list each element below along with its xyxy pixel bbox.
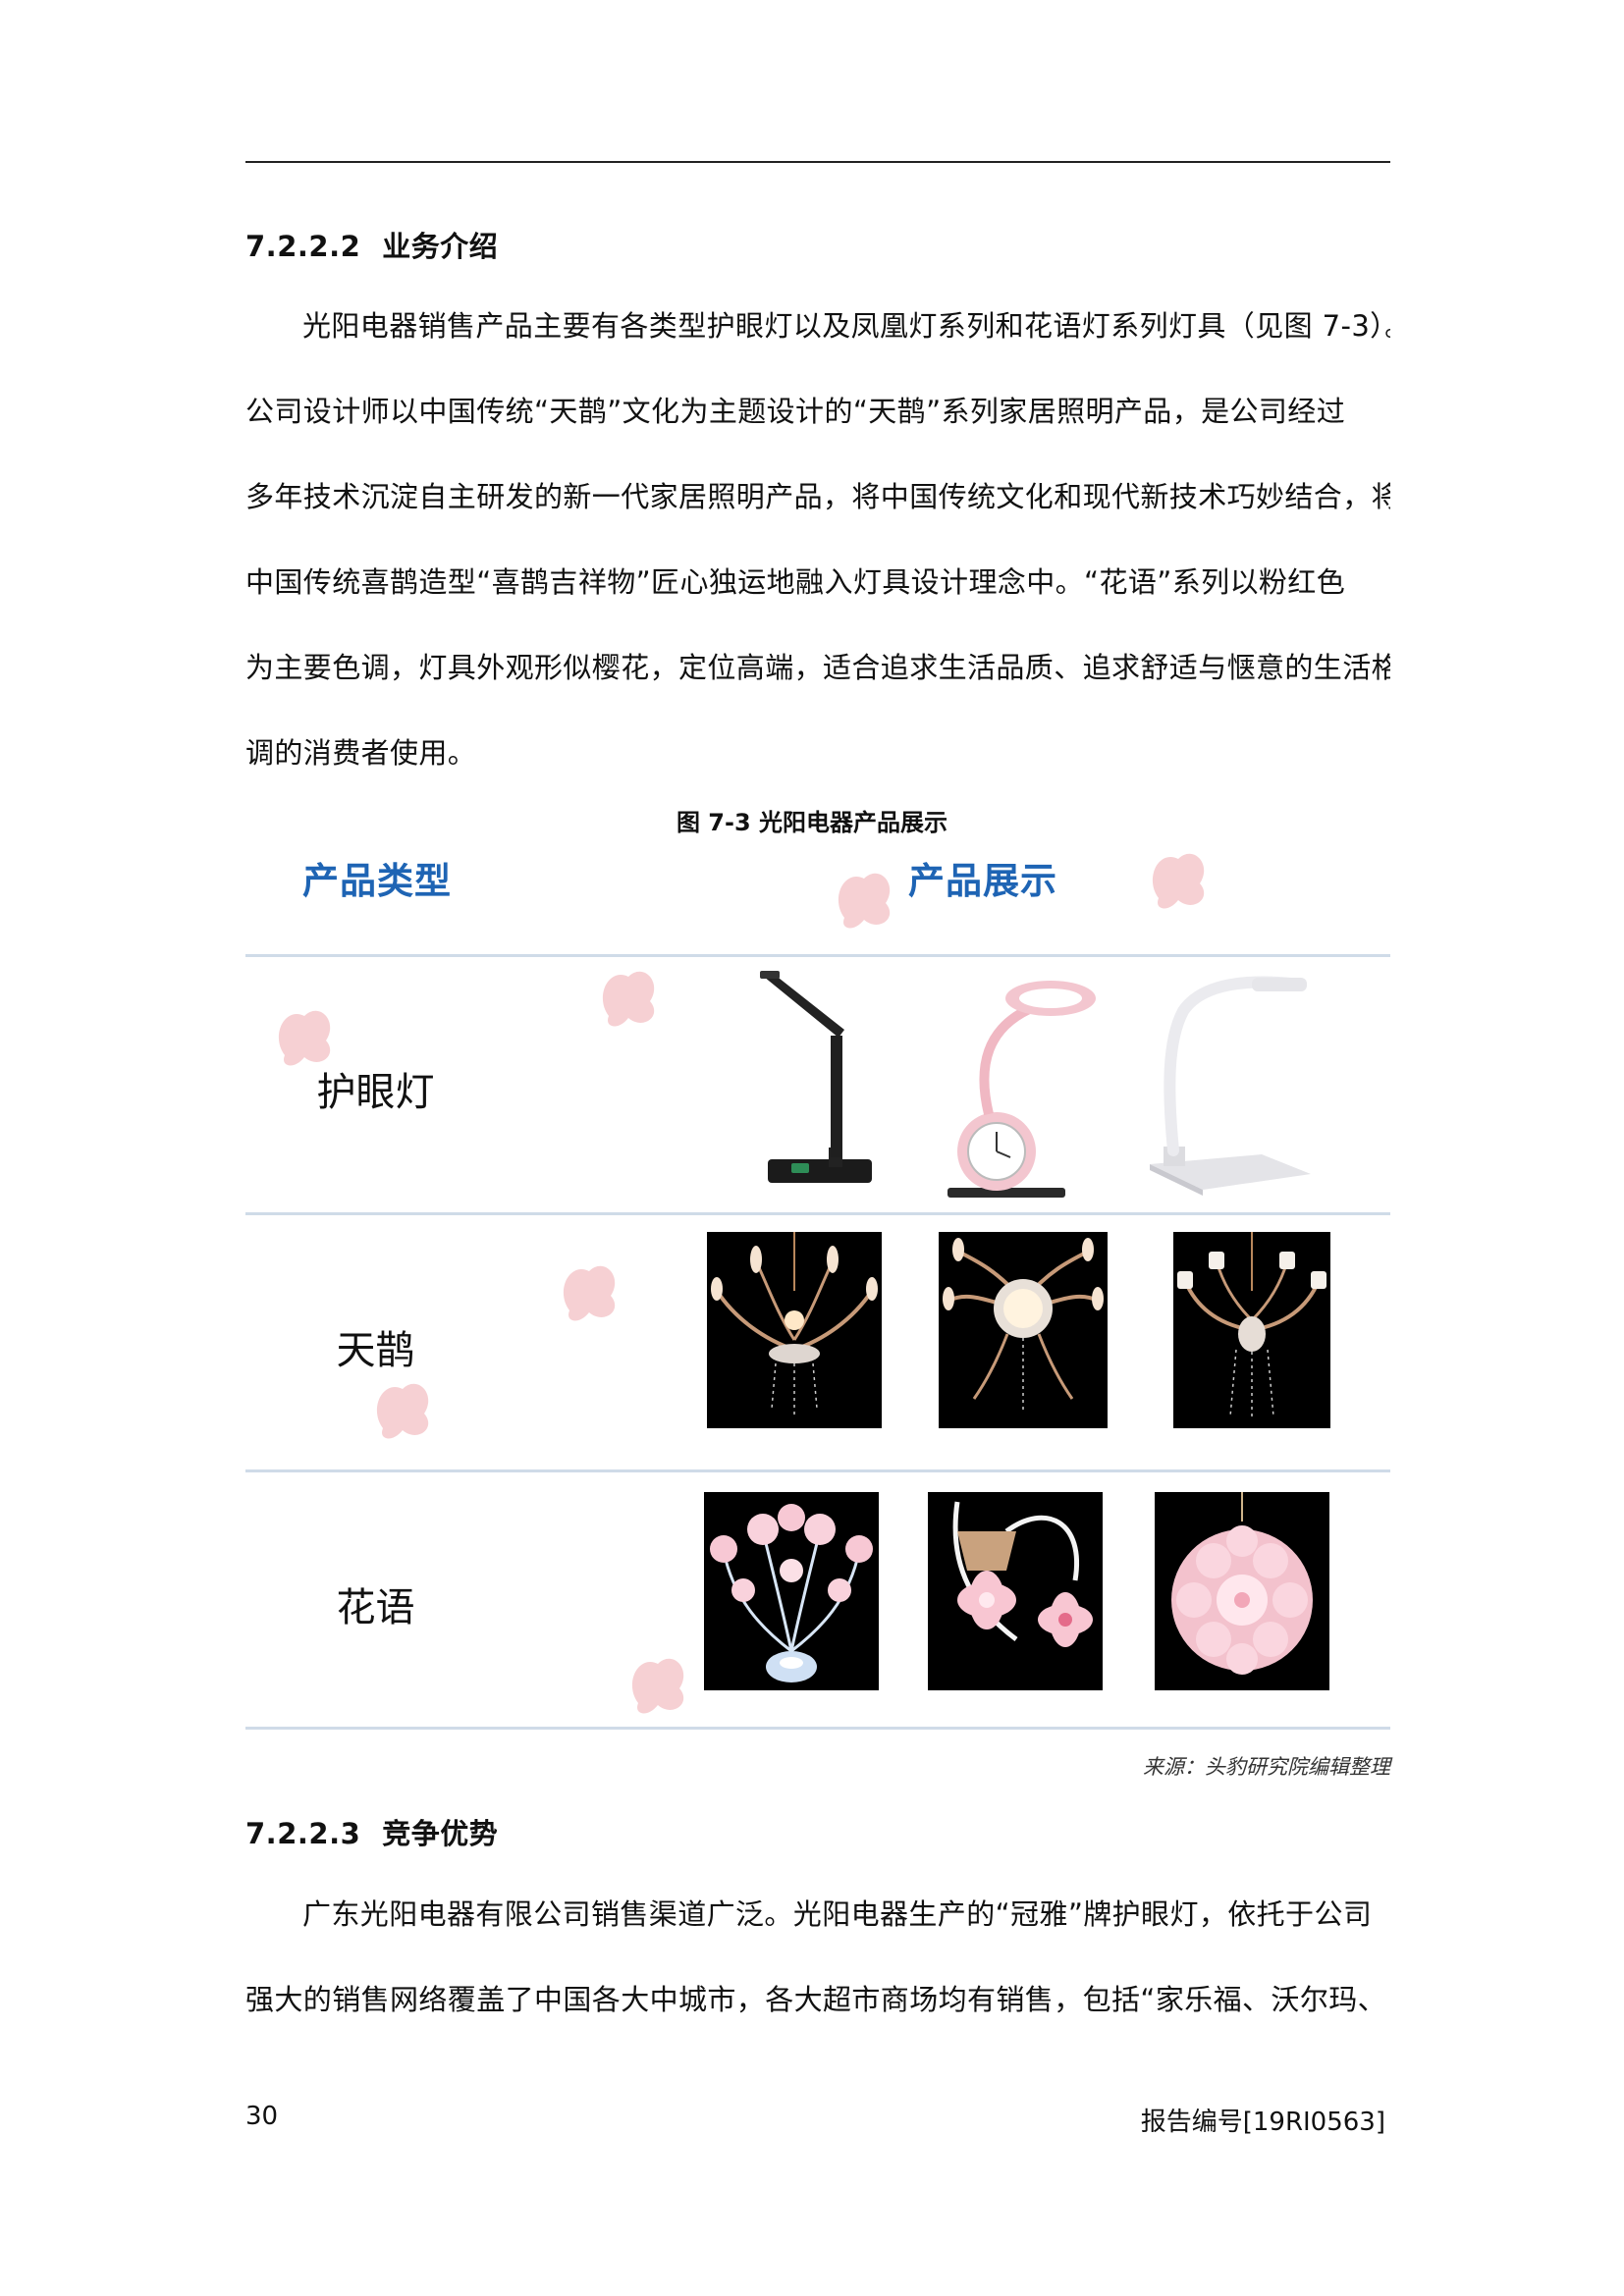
section-heading-advantage: 7.2.2.3 竞争优势 [245, 1811, 498, 1852]
chandelier-icon [939, 1232, 1108, 1428]
section-number: 7.2.2.2 [245, 230, 361, 263]
flower-wall-lamp-icon [928, 1492, 1103, 1690]
flower-lamp-icon [704, 1492, 879, 1690]
black-desk-lamp-icon [756, 967, 884, 1202]
paragraph-line: 公司设计师以中国传统“天鹊”文化为主题设计的“天鹊”系列家居照明产品，是公司经过 [245, 395, 1346, 428]
watermark-icon [550, 1252, 628, 1330]
flower-ball-lamp-icon [1155, 1492, 1329, 1690]
row-divider [245, 1212, 1390, 1215]
advantage-paragraph: 广东光阳电器有限公司销售渠道广泛。光阳电器生产的“冠雅”牌护眼灯，依托于公司 强… [245, 1872, 1390, 2043]
paragraph-line: 广东光阳电器有限公司销售渠道广泛。光阳电器生产的“冠雅”牌护眼灯，依托于公司 [302, 1897, 1373, 1931]
chandelier-icon [1173, 1232, 1330, 1428]
watermark-icon [1139, 839, 1218, 918]
page-number: 30 [245, 2102, 279, 2131]
row-divider [245, 954, 1390, 957]
paragraph-line: 光阳电器销售产品主要有各类型护眼灯以及凤凰灯系列和花语灯系列灯具（见图 7-3）… [302, 309, 1390, 343]
figure-source: 来源：头豹研究院编辑整理 [1143, 1755, 1390, 1779]
paragraph-line: 中国传统喜鹊造型“喜鹊吉祥物”匠心独运地融入灯具设计理念中。“花语”系列以粉红色 [245, 565, 1346, 599]
paragraph-line: 调的消费者使用。 [245, 736, 477, 770]
figure-caption: 图 7-3 光阳电器产品展示 [676, 809, 948, 836]
product-figure: 产品类型 产品展示 护眼灯 天鹊 花语 [245, 839, 1390, 1733]
row-label-tianque: 天鹊 [336, 1328, 415, 1373]
row-divider [245, 1469, 1390, 1472]
section-heading-business: 7.2.2.2 业务介绍 [245, 224, 498, 265]
watermark-icon [825, 859, 903, 937]
section-number: 7.2.2.3 [245, 1817, 361, 1850]
column-header-type: 产品类型 [302, 860, 452, 902]
pink-clock-lamp-icon [928, 967, 1100, 1202]
section-title: 业务介绍 [382, 230, 499, 263]
section-title: 竞争优势 [382, 1817, 499, 1850]
header-rule [245, 161, 1390, 163]
paragraph-line: 为主要色调，灯具外观形似樱花，定位高端，适合追求生活品质、追求舒适与惬意的生活格 [245, 651, 1390, 684]
watermark-icon [589, 957, 668, 1036]
report-id: 报告编号[19RI0563] [1140, 2108, 1385, 2137]
column-header-display: 产品展示 [908, 860, 1057, 902]
white-desk-lamp-icon [1144, 972, 1316, 1198]
paragraph-line: 强大的销售网络覆盖了中国各大中城市，各大超市商场均有销售，包括“家乐福、沃尔玛、 [245, 1983, 1387, 2016]
chandelier-icon [707, 1232, 882, 1428]
watermark-icon [619, 1644, 697, 1723]
watermark-icon [363, 1369, 442, 1448]
row-divider [245, 1727, 1390, 1730]
paragraph-line: 多年技术沉淀自主研发的新一代家居照明产品，将中国传统文化和现代新技术巧妙结合，将 [245, 480, 1390, 513]
row-label-huayu: 花语 [336, 1585, 415, 1630]
business-paragraph: 光阳电器销售产品主要有各类型护眼灯以及凤凰灯系列和花语灯系列灯具（见图 7-3）… [245, 284, 1390, 796]
row-label-eye-lamp: 护眼灯 [316, 1070, 435, 1115]
